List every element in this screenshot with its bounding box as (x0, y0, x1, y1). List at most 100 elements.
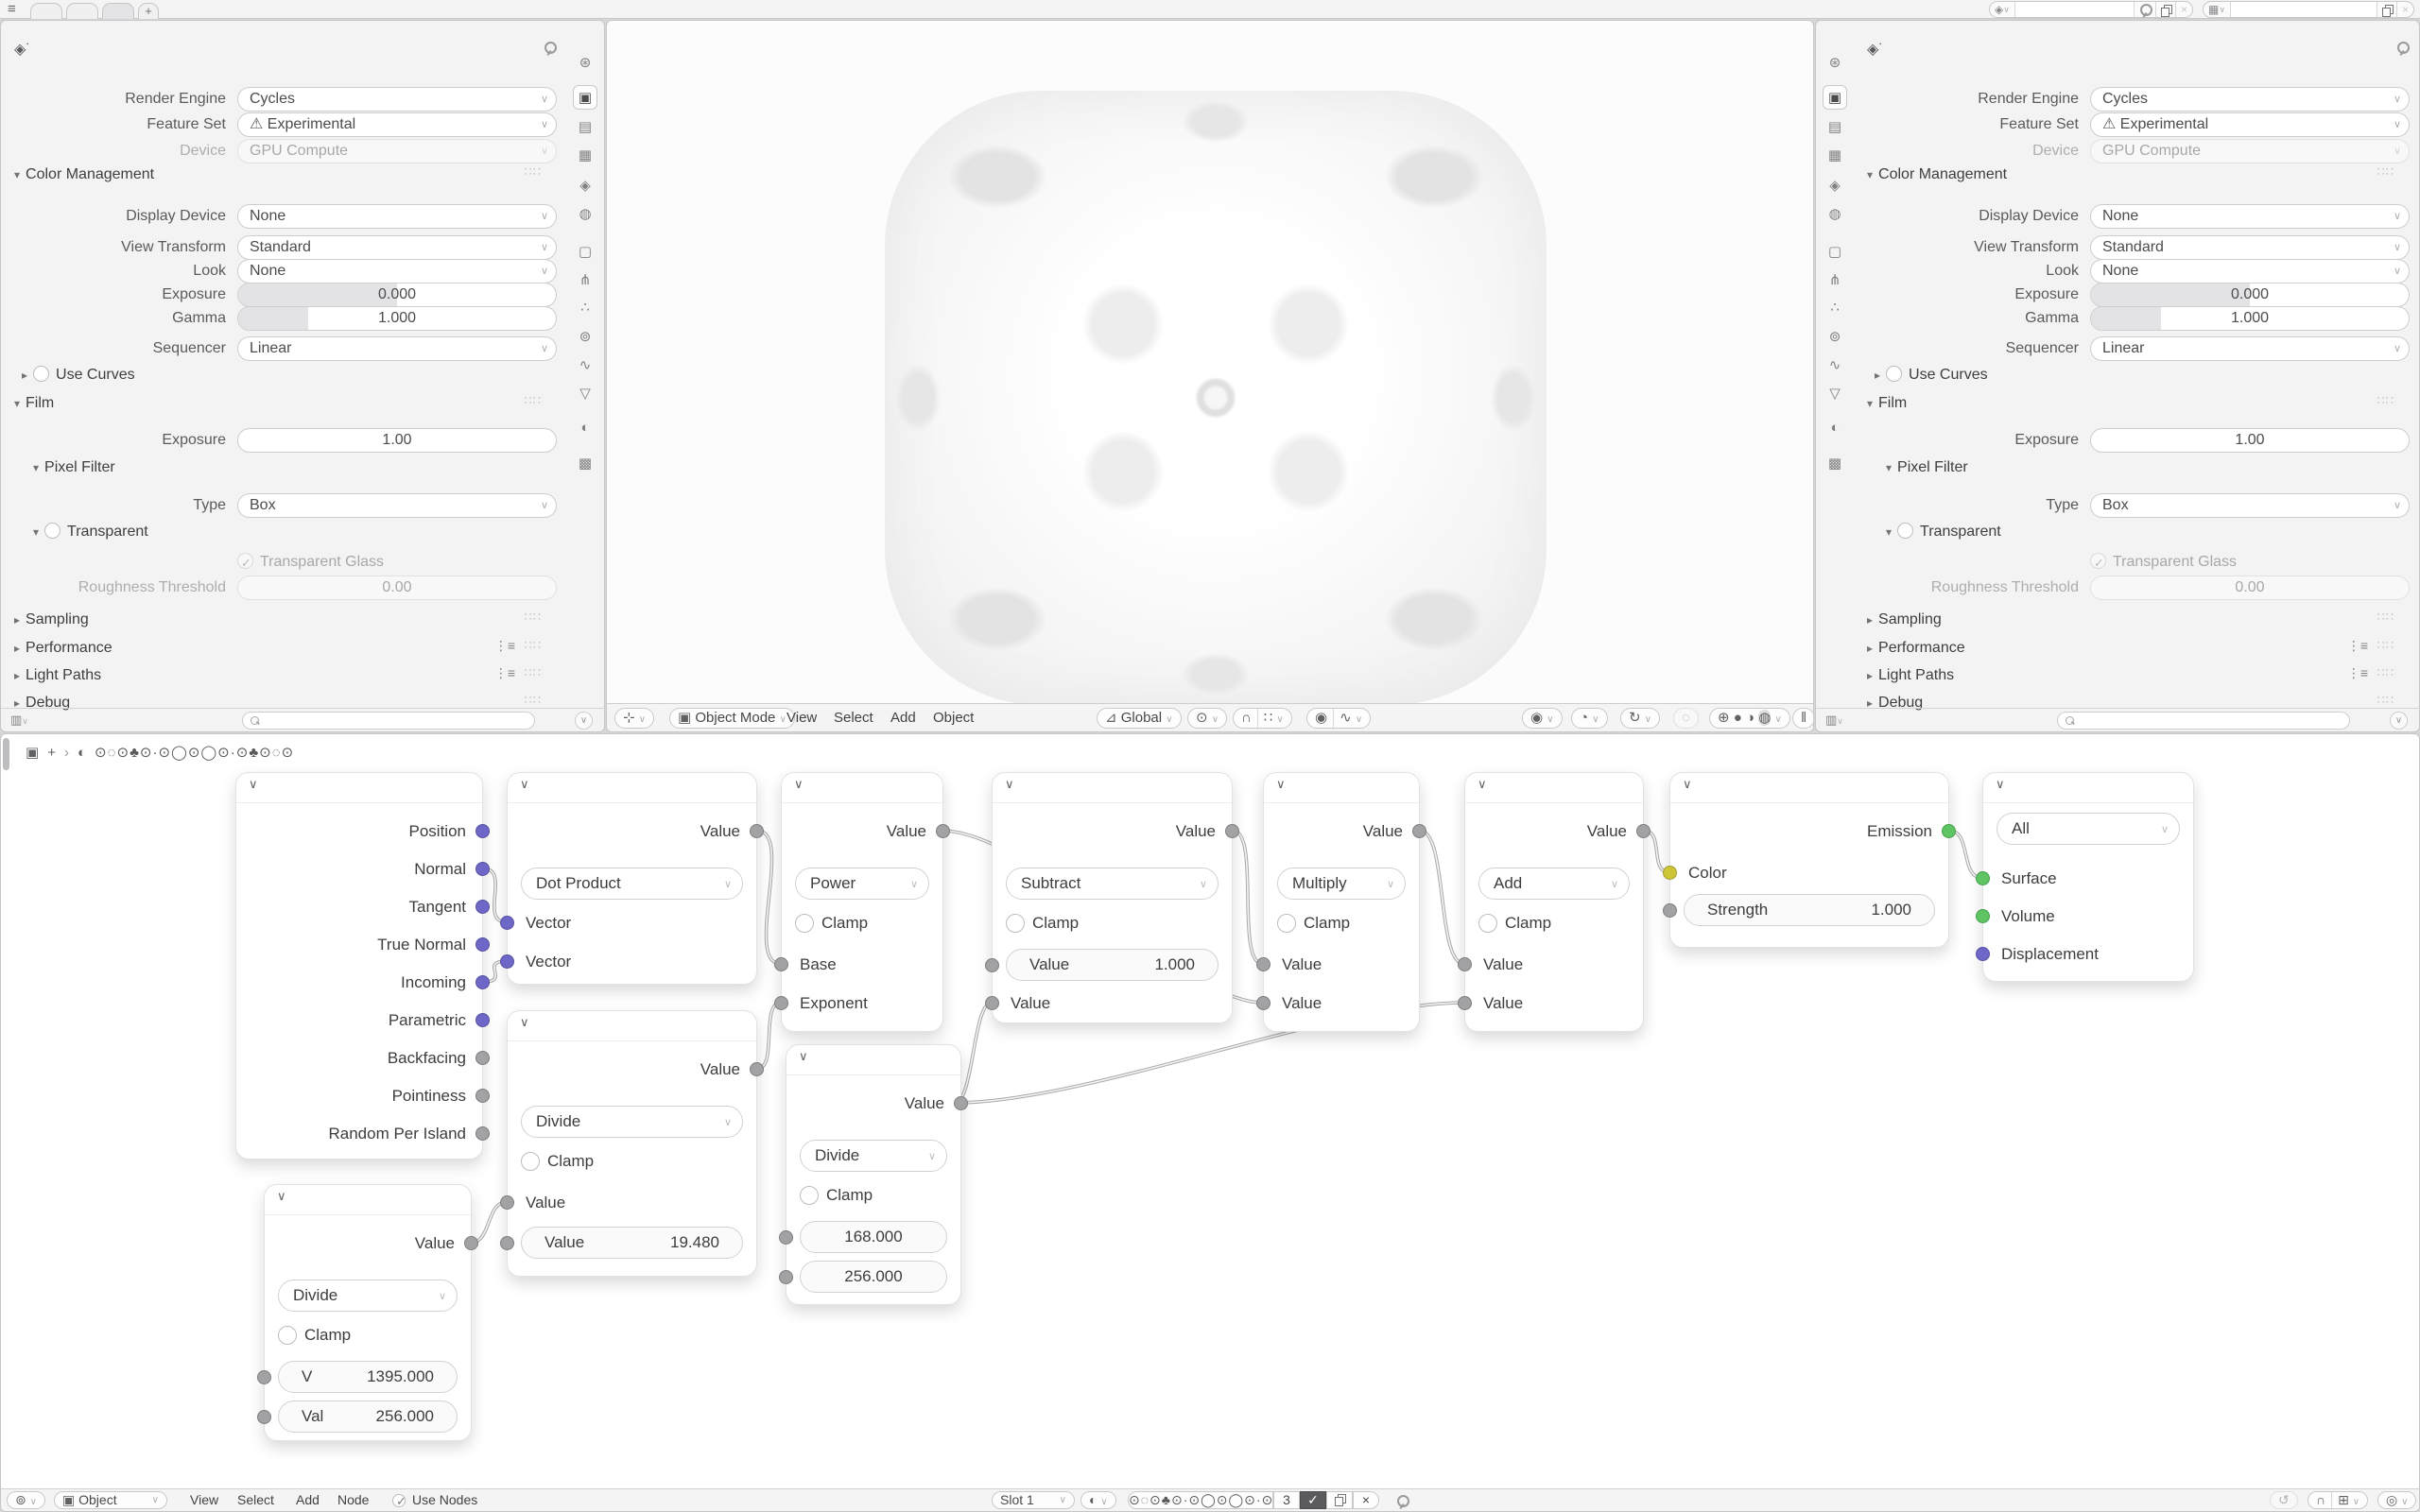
node-header[interactable]: ∨ (1983, 773, 2193, 803)
tab-object-data[interactable]: ▽ (579, 386, 591, 402)
editor-type-button[interactable]: ⊹ ∨ (614, 708, 655, 729)
tab-modifiers[interactable]: ⋔ (1828, 272, 1841, 288)
mode-dropdown[interactable]: ▣ Object Mode ∨ (669, 708, 795, 729)
app-menu-icon[interactable]: ≡ (8, 1, 16, 17)
socket-emission-out[interactable] (1942, 824, 1956, 838)
tab-output[interactable]: ▤ (1827, 119, 1842, 135)
operation-dropdown[interactable]: Divide ∨ (800, 1140, 947, 1172)
pin-icon[interactable] (1396, 1491, 1409, 1509)
socket-exponent[interactable] (774, 996, 788, 1010)
clamp-toggle[interactable]: Clamp (795, 913, 868, 934)
socket-color[interactable] (1663, 866, 1677, 880)
clamp-checkbox[interactable] (1006, 914, 1025, 933)
section-film[interactable]: ▾ Film (14, 395, 55, 411)
clamp-checkbox[interactable] (278, 1326, 297, 1345)
use-nodes-checkbox[interactable] (392, 1492, 406, 1510)
drag-dots-icon[interactable]: ∷∷ (2377, 638, 2394, 652)
properties-editor-icon[interactable]: ◈˙ (14, 42, 31, 58)
menu-view[interactable]: View (190, 1492, 219, 1507)
use-curves-toggle[interactable]: ▸ Use Curves (1875, 366, 1988, 383)
pin-icon[interactable] (544, 42, 557, 54)
operation-dropdown[interactable]: Power ∨ (795, 868, 929, 900)
tab-tool[interactable]: ⊛ (1828, 55, 1841, 71)
tab-physics[interactable]: ⊚ (579, 329, 592, 345)
socket-true-normal[interactable] (475, 937, 490, 952)
workspace-tab[interactable] (66, 3, 98, 19)
editor-type-icon[interactable]: ▥∨ (10, 713, 28, 727)
drag-dots-icon[interactable]: ∷∷ (524, 164, 542, 179)
collapse-icon[interactable]: ∨ (1996, 777, 2005, 791)
section-pixel-filter[interactable]: ▾ Pixel Filter (1886, 459, 1968, 475)
node-math-add[interactable]: ∨ Value Add ∨ Clamp Value Value (1458, 772, 1651, 1032)
section-color-management[interactable]: ▾ Color Management (1867, 166, 2008, 182)
tab-physics[interactable]: ⊚ (1828, 329, 1841, 345)
tab-texture[interactable]: ▩ (578, 455, 593, 472)
section-performance[interactable]: ▸ Performance (1867, 640, 1965, 656)
node-math-divide-base[interactable]: ∨ Value Divide ∨ Clamp V 1395.000 Val 256.0… (257, 1184, 478, 1441)
operation-dropdown[interactable]: Divide ∨ (521, 1106, 743, 1138)
menu-add[interactable]: Add (296, 1492, 320, 1507)
scrollbar[interactable] (3, 738, 9, 770)
tab-object[interactable]: ▢ (578, 244, 593, 260)
menu-add[interactable]: Add (890, 710, 916, 726)
shading-material-icon[interactable]: ◑ (1745, 710, 1755, 726)
copy-icon[interactable] (2156, 2, 2176, 17)
socket-displacement[interactable] (1976, 947, 1990, 961)
socket-value-out[interactable] (954, 1096, 968, 1110)
slot-dropdown[interactable]: Slot 1 ∨ (992, 1491, 1075, 1509)
chevron-down-button[interactable]: ∨ (2390, 712, 2408, 730)
section-transparent[interactable]: ▾ Transparent (33, 523, 148, 540)
film-exposure-field[interactable]: 1.00 (237, 428, 557, 453)
strength-field[interactable]: Strength 1.000 (1684, 894, 1935, 926)
menu-view[interactable]: View (786, 710, 818, 726)
tab-object-data[interactable]: ▽ (1829, 386, 1841, 402)
drag-dots-icon[interactable]: ∷∷ (524, 693, 542, 707)
socket-value-out[interactable] (1412, 824, 1426, 838)
drag-dots-icon[interactable]: ∷∷ (2377, 693, 2394, 707)
node-header[interactable]: ∨ (782, 773, 942, 803)
tab-world[interactable]: ◍ (1828, 206, 1841, 222)
value2-field[interactable]: Val 256.000 (278, 1400, 458, 1433)
socket-value-out[interactable] (1225, 824, 1239, 838)
socket-surface[interactable] (1976, 871, 1990, 885)
pivot-point-dropdown[interactable]: ⊙ ∨ (1187, 708, 1228, 729)
socket-value-2[interactable] (257, 1410, 271, 1424)
tab-object[interactable]: ▢ (1827, 244, 1842, 260)
auto-render-button[interactable]: ↺ (2270, 1491, 2298, 1509)
socket-value-2[interactable] (779, 1270, 793, 1284)
device-dropdown[interactable]: GPU Compute ∨ (237, 139, 557, 163)
search-input[interactable] (242, 712, 535, 730)
socket-parametric[interactable] (475, 1013, 490, 1027)
view-transform-dropdown[interactable]: Standard ∨ (237, 235, 557, 260)
collapse-icon[interactable]: ∨ (277, 1189, 286, 1203)
collapse-icon[interactable]: ∨ (520, 777, 529, 791)
presets-icon[interactable]: ⋮≡ (2346, 665, 2368, 680)
gamma-slider[interactable]: 1.000 (2090, 306, 2410, 331)
workspace-tab-active[interactable] (102, 3, 134, 19)
drag-dots-icon[interactable]: ∷∷ (524, 638, 542, 652)
socket-incoming[interactable] (475, 975, 490, 989)
operation-dropdown[interactable]: Multiply ∨ (1277, 868, 1406, 900)
roughness-threshold-field[interactable]: 0.00 (2090, 576, 2410, 600)
unlink-button[interactable]: × (1353, 1491, 1379, 1509)
clamp-checkbox[interactable] (795, 914, 814, 933)
look-dropdown[interactable]: None ∨ (2090, 259, 2410, 284)
socket-pointiness[interactable] (475, 1089, 490, 1103)
socket-value-1[interactable] (500, 1195, 514, 1210)
collapse-icon[interactable]: ∨ (799, 1049, 808, 1063)
drag-dots-icon[interactable]: ∷∷ (524, 610, 542, 624)
shading-wireframe-icon[interactable]: ⊕ (1718, 710, 1730, 726)
node-header[interactable]: ∨ (993, 773, 1232, 803)
render-engine-dropdown[interactable]: Cycles ∨ (237, 87, 557, 112)
workspace-tab[interactable] (30, 3, 62, 19)
tab-view-layer[interactable]: ▦ (578, 147, 593, 163)
value2-field[interactable]: 256.000 (800, 1261, 947, 1293)
socket-value-2[interactable] (500, 1236, 514, 1250)
node-math-multiply[interactable]: ∨ Value Multiply ∨ Clamp Value Value (1256, 772, 1426, 1032)
node-header[interactable]: ∨ (508, 773, 756, 803)
drag-dots-icon[interactable]: ∷∷ (2377, 393, 2394, 407)
clamp-toggle[interactable]: Clamp (1277, 913, 1350, 934)
collapse-icon[interactable]: ∨ (1005, 777, 1014, 791)
clamp-toggle[interactable]: Clamp (521, 1151, 594, 1172)
clamp-checkbox[interactable] (800, 1186, 819, 1205)
